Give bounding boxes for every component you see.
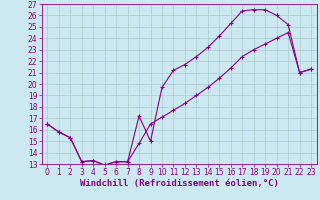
X-axis label: Windchill (Refroidissement éolien,°C): Windchill (Refroidissement éolien,°C) bbox=[80, 179, 279, 188]
